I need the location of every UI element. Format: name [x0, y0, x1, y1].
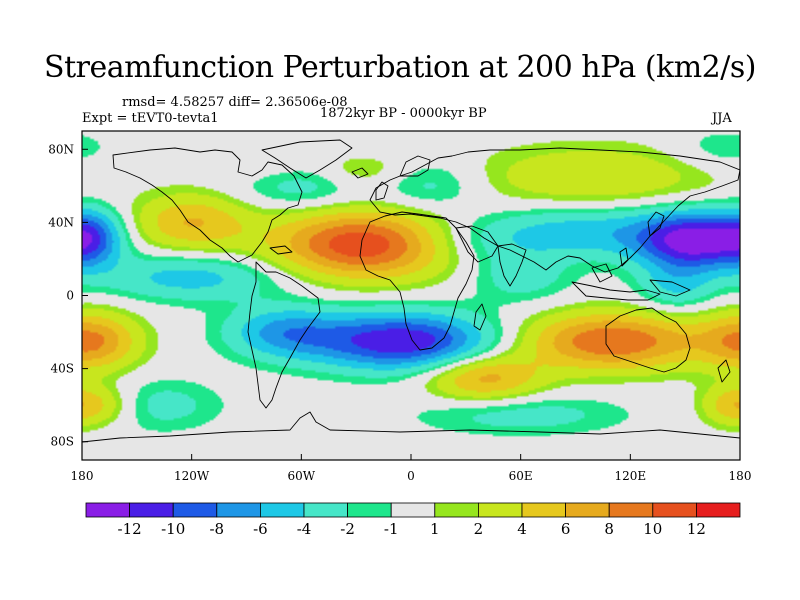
lat-tick-label: 80N [48, 142, 74, 156]
colorbar-label: -8 [209, 520, 224, 538]
colorbar-swatch [347, 502, 392, 518]
season-label: JJA [712, 111, 732, 126]
antarctica-coast [82, 411, 740, 443]
coastlines [82, 139, 740, 443]
colorbar-label: 6 [561, 520, 571, 538]
latitude-axis: 80N 40N 0 40S 80S [48, 142, 88, 449]
colorbar-swatch [390, 502, 436, 518]
greenland-coast [261, 139, 353, 179]
lat-tick-label: 40N [48, 215, 74, 229]
colorbar-label: 1 [430, 520, 440, 538]
colorbar-swatch [85, 502, 130, 518]
madagascar-coast [473, 303, 487, 331]
colorbar-label: -6 [253, 520, 268, 538]
lat-tick-label: 40S [51, 362, 75, 376]
colorbar-label: -4 [297, 520, 312, 538]
philippines-coast [619, 247, 629, 267]
colorbar-label: -2 [340, 520, 355, 538]
lon-tick-label: 180 [729, 469, 752, 483]
colorbar-swatch [434, 502, 479, 518]
new-zealand-coast [717, 359, 731, 383]
colorbar-label: 10 [643, 520, 662, 538]
scandinavia-coast [399, 155, 431, 177]
colorbar-swatch [172, 502, 218, 518]
colorbar-label: -10 [161, 520, 185, 538]
india-coast [497, 243, 527, 287]
colorbar-swatch [608, 502, 654, 518]
africa-coast [359, 211, 475, 351]
colorbar-label: 2 [474, 520, 484, 538]
indonesia-coast [571, 281, 661, 301]
north-america-coast [112, 147, 303, 263]
colorbar-label: 12 [687, 520, 706, 538]
streamfunction-field [82, 131, 740, 460]
lon-tick-label: 180 [71, 469, 94, 483]
colorbar-swatch [565, 502, 610, 518]
borneo-coast [591, 263, 613, 283]
new-guinea-coast [649, 279, 691, 297]
colorbar-label: -1 [384, 520, 399, 538]
colorbar-swatch [216, 502, 261, 518]
colorbar-swatch [521, 502, 566, 518]
longitude-axis: 180 120W 60W 0 60E 120E 180 [71, 454, 752, 483]
lon-tick-label: 60W [288, 469, 316, 483]
cuba-coast [269, 245, 293, 255]
japan-coast [647, 211, 665, 237]
lon-tick-label: 120E [614, 469, 646, 483]
lon-tick-label: 60E [509, 469, 533, 483]
map-title: Streamfunction Perturbation at 200 hPa (… [44, 50, 756, 85]
colorbar-swatch [696, 502, 741, 518]
australia-coast [605, 307, 691, 373]
experiment-label: Expt = tEVT0-tevta1 [82, 111, 219, 126]
uk-coast [375, 181, 389, 201]
stats-text: rmsd= 4.58257 diff= 2.36506e-08 [122, 95, 348, 110]
lat-tick-label: 80S [51, 435, 75, 449]
colorbar-swatch [259, 502, 305, 518]
colorbar-swatch [652, 502, 697, 518]
south-america-coast [247, 261, 321, 409]
iceland-coast [351, 167, 369, 179]
colorbar-label: 4 [517, 520, 527, 538]
lon-tick-label: 120W [174, 469, 210, 483]
colorbar-swatch [303, 502, 348, 518]
lat-tick-label: 0 [66, 289, 74, 303]
colorbar-label: 8 [604, 520, 614, 538]
lon-tick-label: 0 [407, 469, 415, 483]
colorbar-swatch [129, 502, 174, 518]
colorbar-label: -12 [118, 520, 142, 538]
eurasia-coast [369, 147, 740, 273]
period-label: 1872kyr BP - 0000kyr BP [320, 106, 487, 121]
colorbar: -12 -10 -8 -6 -4 -2 -1 1 2 4 6 8 10 12 [85, 502, 741, 538]
colorbar-swatch [477, 502, 523, 518]
arabia-coast [455, 225, 499, 263]
